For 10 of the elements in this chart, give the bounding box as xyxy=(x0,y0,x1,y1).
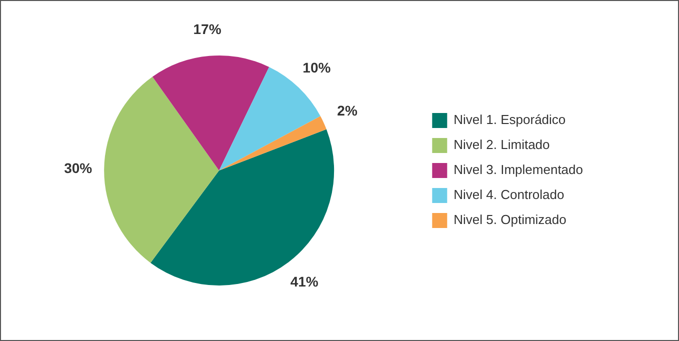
data-label: 10% xyxy=(302,60,332,76)
data-label: 30% xyxy=(64,160,93,176)
legend-label: Nivel 2. Limitado xyxy=(454,137,550,152)
legend-label: Nivel 4. Controlado xyxy=(454,187,564,202)
legend-label: Nivel 5. Optimizado xyxy=(454,212,566,228)
legend-label: Nivel 3. Implementado xyxy=(454,162,584,178)
data-label: 41% xyxy=(290,274,319,290)
data-label: 17% xyxy=(193,20,222,37)
data-label: 2% xyxy=(337,102,358,119)
legend-label: Nivel 1. Esporádico xyxy=(454,112,566,128)
